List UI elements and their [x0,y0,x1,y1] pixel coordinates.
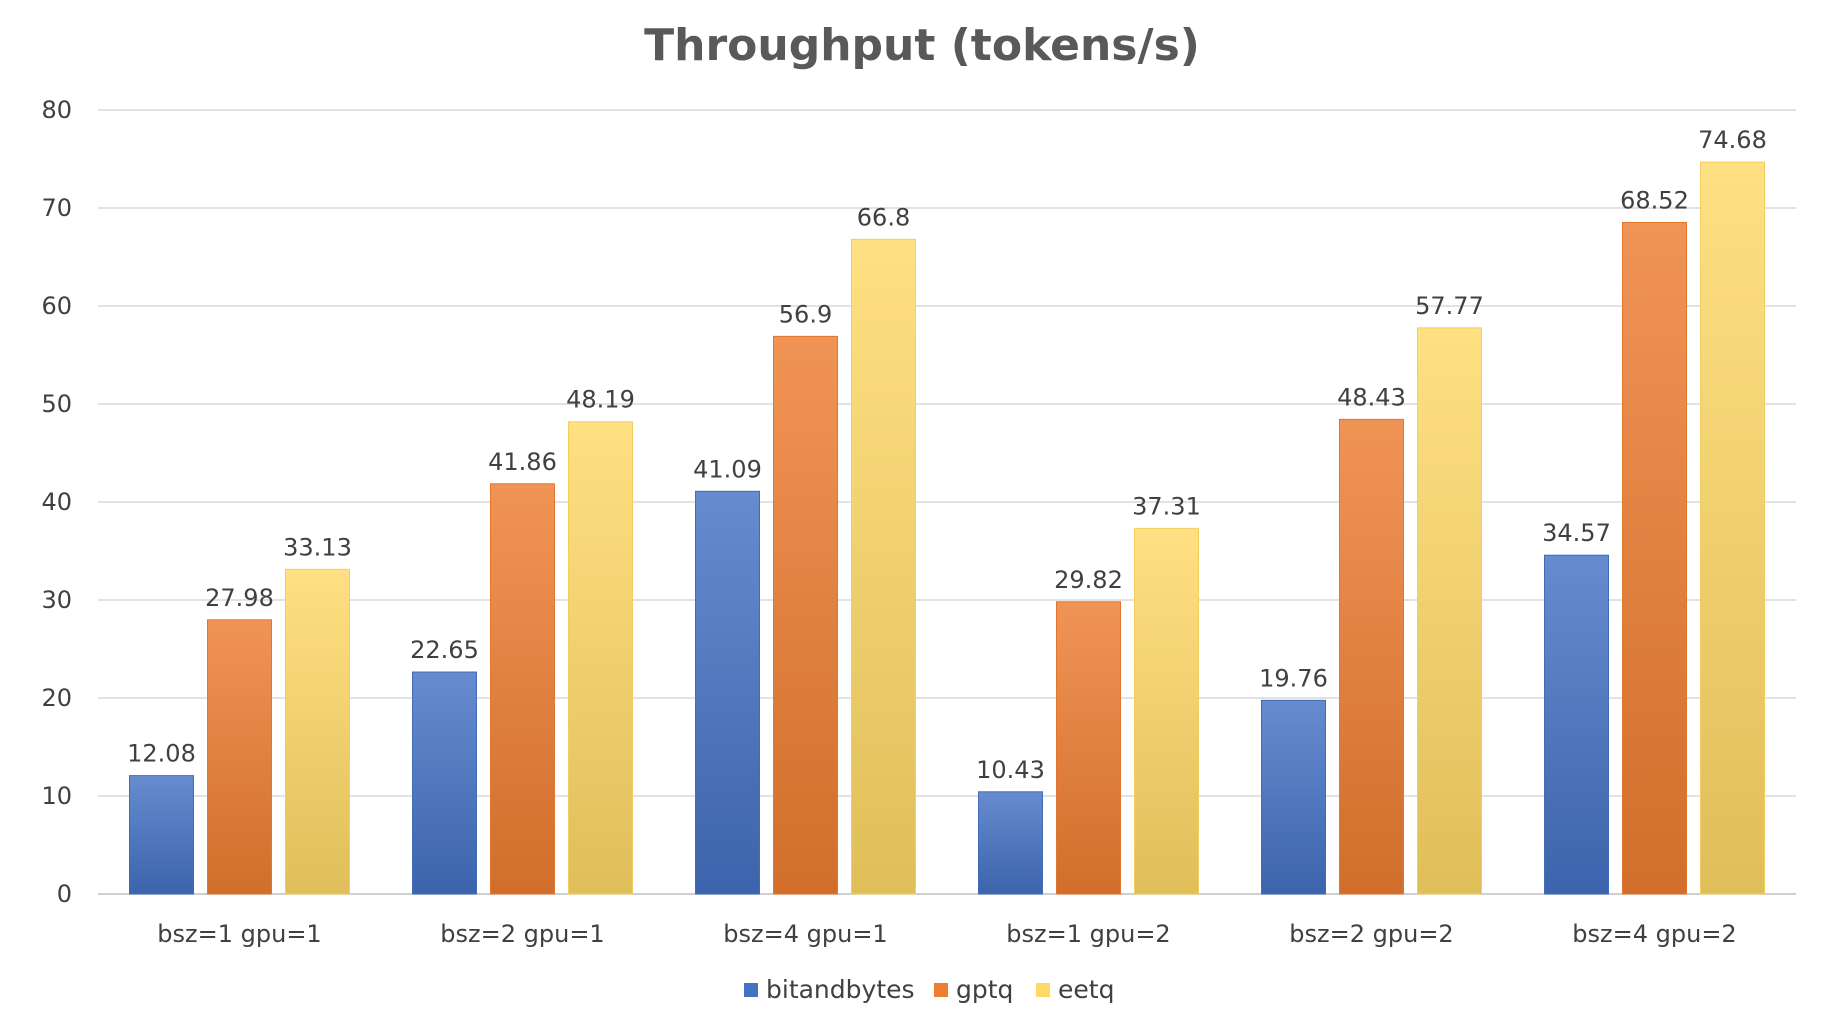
data-label: 41.86 [488,448,557,476]
legend-label-eetq: eetq [1058,975,1114,1004]
data-label: 68.52 [1620,187,1689,215]
bar-bitandbytes [129,775,194,895]
bar-gptq [1622,222,1687,895]
y-tick-label: 30 [41,586,72,614]
y-tick-label: 70 [41,194,72,222]
bar-eetq [1700,161,1765,895]
bar-bitandbytes [412,671,477,895]
bar-eetq [1134,527,1199,895]
data-label: 12.08 [127,740,196,768]
data-label: 29.82 [1054,566,1123,594]
bar-gptq [490,483,555,895]
bar-eetq [285,568,350,895]
data-label: 33.13 [283,533,352,561]
data-label: 34.57 [1542,519,1611,547]
data-labels: 12.08 27.98 33.13 22.65 41.86 48.19 41.09 56.9 6… [127,126,1767,784]
data-label: 19.76 [1259,664,1328,692]
chart-title: Throughput (tokens/s) [644,20,1200,71]
legend-swatch-gptq [934,983,948,997]
x-axis-categories: bsz=1 gpu=1 bsz=2 gpu=1 bsz=4 gpu=1 bsz=1 g… [157,920,1736,948]
gridlines [98,109,1796,895]
x-category-label: bsz=1 gpu=2 [1006,920,1170,948]
y-tick-label: 60 [41,292,72,320]
data-label: 57.77 [1415,292,1484,320]
bar-gptq [1056,601,1121,895]
bar-eetq [568,421,633,895]
y-tick-label: 80 [41,96,72,124]
x-category-label: bsz=4 gpu=1 [723,920,887,948]
data-label: 41.09 [693,455,762,483]
bar-bitandbytes [695,490,760,895]
data-label: 48.19 [566,386,635,414]
data-label: 10.43 [976,756,1045,784]
x-category-label: bsz=4 gpu=2 [1572,920,1736,948]
bar-gptq [773,335,838,895]
data-label: 48.43 [1337,383,1406,411]
legend-swatch-eetq [1036,983,1050,997]
legend-swatch-bitandbytes [744,983,758,997]
data-label: 37.31 [1132,492,1201,520]
x-category-label: bsz=2 gpu=2 [1289,920,1453,948]
legend-label-bitandbytes: bitandbytes [766,975,915,1004]
bar-eetq [851,238,916,895]
data-label: 27.98 [205,584,274,612]
bar-gptq [207,619,272,895]
data-label: 74.68 [1698,126,1767,154]
bar-bitandbytes [1261,699,1326,895]
y-axis-ticks: 0 10 20 30 40 50 60 70 80 [41,96,72,908]
bar-bitandbytes [1544,554,1609,895]
bar-bitandbytes [978,791,1043,895]
y-tick-label: 0 [57,880,72,908]
data-label: 22.65 [410,636,479,664]
data-label: 56.9 [779,300,832,328]
data-label: 66.8 [857,203,910,231]
x-category-label: bsz=1 gpu=1 [157,920,321,948]
legend-label-gptq: gptq [956,975,1013,1004]
y-tick-label: 50 [41,390,72,418]
bar-gptq [1339,418,1404,895]
legend: bitandbytes gptq eetq [744,975,1114,1004]
bar-eetq [1417,327,1482,895]
y-tick-label: 40 [41,488,72,516]
bars [129,161,1765,895]
y-tick-label: 10 [41,782,72,810]
y-tick-label: 20 [41,684,72,712]
x-category-label: bsz=2 gpu=1 [440,920,604,948]
